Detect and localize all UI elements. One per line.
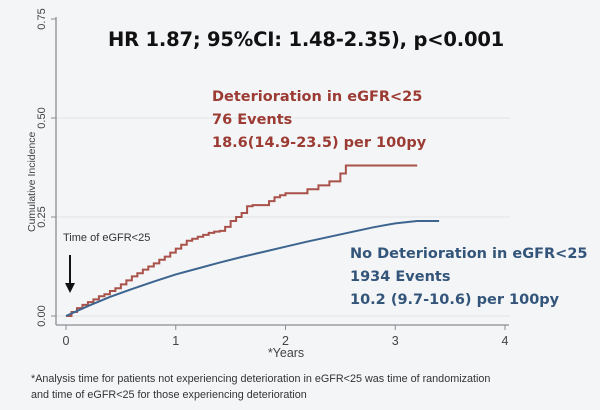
y-axis-ticks: 0.00 0.25 0.50 0.75 bbox=[36, 8, 56, 327]
x-tick-label: 3 bbox=[392, 334, 399, 348]
series-annotation-no-deterioration: No Deterioration in eGFR<25 1934 Events … bbox=[350, 243, 588, 312]
y-tick-label: 0.00 bbox=[36, 305, 48, 326]
x-tick-label: 2 bbox=[282, 334, 289, 348]
annotation-line: 1934 Events bbox=[350, 269, 451, 285]
grid-lines bbox=[56, 117, 510, 317]
annotation-line: Deterioration in eGFR<25 bbox=[212, 89, 423, 105]
series-annotation-deterioration: Deterioration in eGFR<25 76 Events 18.6(… bbox=[212, 86, 426, 155]
time-marker-label: Time of eGFR<25 bbox=[63, 232, 151, 244]
x-tick-label: 4 bbox=[502, 334, 509, 348]
annotation-line: 18.6(14.9-23.5) per 100py bbox=[212, 135, 427, 151]
y-tick-label: 0.25 bbox=[36, 206, 48, 227]
footnote-line: and time of eGFR<25 for those experienci… bbox=[31, 389, 307, 401]
x-axis-ticks: 0 1 2 3 4 bbox=[63, 325, 509, 348]
x-tick-label: 1 bbox=[172, 334, 179, 348]
y-axis-label: Cumulative Incidence bbox=[26, 131, 38, 232]
y-tick-label: 0.75 bbox=[36, 8, 48, 29]
series-line-deterioration bbox=[66, 164, 418, 317]
down-arrow-icon bbox=[65, 255, 75, 293]
footnote-line: *Analysis time for patients not experien… bbox=[31, 373, 491, 385]
footnote: *Analysis time for patients not experien… bbox=[31, 371, 600, 403]
series-line-no-deterioration bbox=[65, 219, 440, 317]
chart-title: HR 1.87; 95%CI: 1.48-2.35), p<0.001 bbox=[108, 28, 505, 51]
axes bbox=[55, 17, 509, 326]
x-tick-label: 0 bbox=[63, 334, 70, 348]
annotation-line: 10.2 (9.7-10.6) per 100py bbox=[350, 292, 560, 308]
y-tick-label: 0.50 bbox=[36, 107, 48, 128]
series-lines bbox=[65, 164, 440, 317]
x-axis-label: *Years bbox=[268, 346, 304, 360]
annotation-line: 76 Events bbox=[212, 112, 293, 128]
annotation-line: No Deterioration in eGFR<25 bbox=[350, 246, 588, 262]
